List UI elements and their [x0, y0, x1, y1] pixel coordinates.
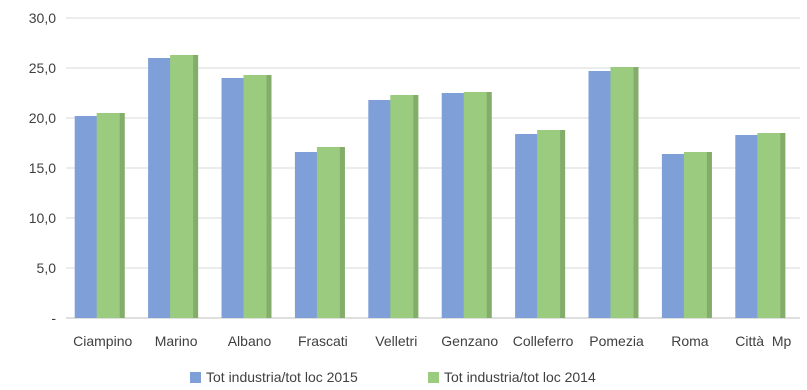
- legend-label-2015: Tot industria/tot loc 2015: [206, 369, 358, 385]
- legend-swatch-2015: [190, 372, 201, 383]
- x-category-label: Città Mp: [735, 333, 791, 349]
- bar-side-2014: [413, 95, 419, 318]
- bars: [74, 55, 786, 318]
- x-category-label: Roma: [671, 333, 709, 349]
- bar-side-2014: [706, 152, 712, 318]
- legend-label-2014: Tot industria/tot loc 2014: [444, 369, 596, 385]
- y-tick-label: 15,0: [29, 160, 56, 176]
- y-tick-label: -: [51, 310, 56, 326]
- y-tick-label: 30,0: [29, 10, 56, 26]
- y-axis-tick-labels: - 5,0 10,0 15,0 20,0 25,0 30,0: [29, 10, 57, 326]
- x-category-label: Velletri: [375, 333, 417, 349]
- y-tick-label: 25,0: [29, 60, 56, 76]
- y-tick-label: 10,0: [29, 210, 56, 226]
- x-category-label: Albano: [228, 333, 272, 349]
- x-category-label: Marino: [155, 333, 198, 349]
- bar-side-2014: [486, 92, 492, 318]
- x-category-label: Ciampino: [73, 333, 132, 349]
- x-category-label: Frascati: [298, 333, 348, 349]
- x-category-label: Genzano: [441, 333, 498, 349]
- bar-side-2014: [193, 55, 199, 318]
- bar-side-2014: [119, 113, 125, 318]
- x-category-label: Colleferro: [513, 333, 574, 349]
- bar-side-2014: [266, 75, 272, 318]
- legend: Tot industria/tot loc 2015 Tot industria…: [190, 369, 596, 385]
- bar-side-2014: [560, 130, 566, 318]
- bar-side-2014: [780, 133, 786, 318]
- x-axis-category-labels: Ciampino Marino Albano Frascati Velletri Genz…: [73, 333, 791, 349]
- bar-side-2014: [633, 67, 639, 318]
- x-category-label: Pomezia: [589, 333, 644, 349]
- y-tick-label: 20,0: [29, 110, 56, 126]
- legend-swatch-2014: [428, 372, 439, 383]
- y-tick-label: 5,0: [37, 260, 57, 276]
- bar-side-2014: [339, 147, 345, 318]
